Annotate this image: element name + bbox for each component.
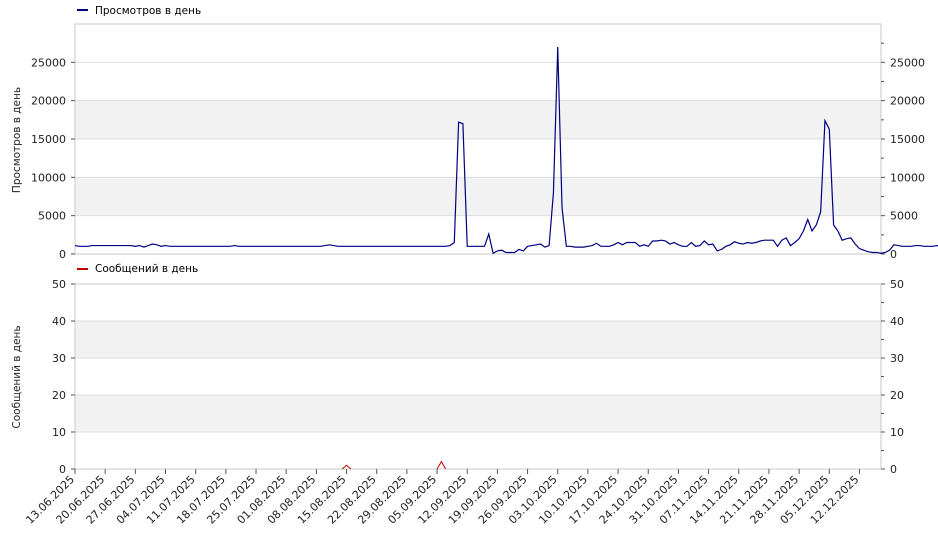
messages-legend-label: Сообщений в день (95, 263, 198, 275)
p2-grid-band (75, 321, 881, 358)
p2-y-tick-label-left: 50 (52, 278, 66, 291)
p1-y-tick-label-left: 5000 (38, 210, 66, 223)
messages-y-axis-title: Сообщений в день (11, 325, 23, 428)
p2-y-tick-label-right: 30 (890, 352, 904, 365)
p1-y-tick-label-left: 25000 (31, 56, 66, 69)
views-y-axis-title: Просмотров в день (11, 87, 23, 193)
p1-y-tick-label-left: 15000 (31, 133, 66, 146)
p1-grid-band (75, 177, 881, 216)
p2-y-tick-label-left: 10 (52, 426, 66, 439)
p1-grid-band (75, 100, 881, 139)
p1-y-tick-label-right: 15000 (890, 133, 925, 146)
p2-y-tick-label-right: 50 (890, 278, 904, 291)
p2-y-tick-label-right: 20 (890, 389, 904, 402)
p1-y-tick-label-right: 5000 (890, 210, 918, 223)
p2-y-tick-label-right: 0 (890, 463, 897, 476)
p1-y-tick-label-left: 0 (59, 248, 66, 261)
p2-grid-band (75, 395, 881, 432)
p1-y-tick-label-right: 10000 (890, 171, 925, 184)
p1-y-tick-label-right: 20000 (890, 95, 925, 108)
views-legend-label: Просмотров в день (95, 5, 201, 17)
p1-y-tick-label-right: 25000 (890, 56, 925, 69)
messages-data-spike (341, 464, 352, 470)
p2-y-tick-label-right: 10 (890, 426, 904, 439)
p2-y-tick-label-left: 0 (59, 463, 66, 476)
p1-y-tick-label-right: 0 (890, 248, 897, 261)
p1-y-tick-label-left: 10000 (31, 171, 66, 184)
messages-data-spike (436, 460, 447, 470)
p2-y-tick-label-left: 40 (52, 315, 66, 328)
views-series-line (74, 46, 938, 255)
views-panel: Просмотров в день 0 0 5000 5000 10000 10000 15… (11, 5, 938, 261)
messages-plot-frame (74, 283, 882, 470)
p1-y-tick-label-left: 20000 (31, 95, 66, 108)
p2-y-tick-label-left: 20 (52, 389, 66, 402)
p2-y-tick-label-left: 30 (52, 352, 66, 365)
p2-y-tick-label-right: 40 (890, 315, 904, 328)
